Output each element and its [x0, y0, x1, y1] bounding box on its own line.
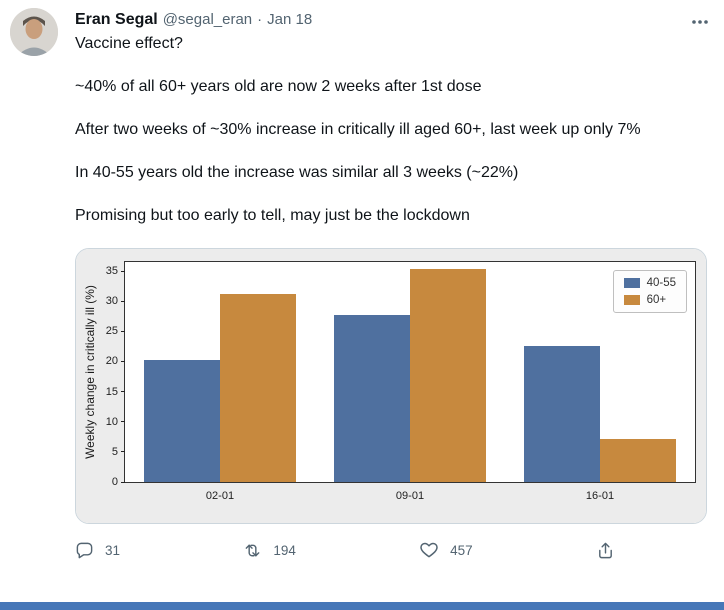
legend-entry: 60+ [623, 294, 676, 306]
tweet-date[interactable]: Jan 18 [267, 11, 313, 28]
retweet-icon [245, 544, 260, 556]
reply-count: 31 [105, 542, 121, 558]
bar-40-55 [524, 345, 600, 482]
y-tick-label: 35 [79, 266, 125, 277]
x-tick-label: 16-01 [585, 490, 615, 502]
chart-card[interactable]: Weekly change in critically ill (%) 40-5… [75, 248, 707, 524]
author-handle[interactable]: @segal_eran [162, 11, 253, 28]
reply-button[interactable]: 31 [75, 540, 120, 560]
x-tick-label: 09-01 [395, 490, 425, 502]
like-button[interactable]: 457 [419, 540, 473, 560]
legend-entry: 40-55 [623, 277, 676, 289]
action-bar: 31 194 457 [75, 540, 615, 560]
heart-icon [420, 542, 438, 558]
tweet-paragraph: After two weeks of ~30% increase in crit… [75, 121, 641, 138]
bar-group [505, 262, 695, 482]
share-button[interactable] [596, 540, 615, 560]
y-axis-label: Weekly change in critically ill (%) [83, 285, 97, 459]
tweet-paragraph: Vaccine effect? [75, 35, 183, 52]
share-icon [599, 542, 612, 558]
y-tick-label: 15 [79, 386, 125, 397]
separator-dot: · [257, 11, 263, 28]
y-tick-label: 25 [79, 326, 125, 337]
x-tick-label: 02-01 [205, 490, 235, 502]
y-tick-label: 0 [79, 477, 125, 488]
bottom-blue-bar [0, 602, 724, 610]
tweet-header: Eran Segal @segal_eran · Jan 18 [75, 10, 708, 30]
bars-container [125, 262, 695, 482]
like-count: 457 [450, 542, 473, 558]
legend-swatch [623, 295, 640, 305]
bar-40-55 [334, 315, 410, 482]
more-icon [692, 20, 708, 24]
avatar-image [10, 8, 58, 56]
tweet-text: Vaccine effect? ~40% of all 60+ years ol… [75, 33, 708, 226]
author-name[interactable]: Eran Segal [75, 11, 158, 28]
avatar[interactable] [10, 8, 58, 56]
retweet-count: 194 [273, 542, 296, 558]
plot-area: 40-55 60+ 0 5 10 15 20 25 30 35 02-01 09-01 16-01 [106, 261, 696, 502]
y-tick-label: 10 [79, 416, 125, 427]
bar-group [125, 262, 315, 482]
bar-60+ [220, 293, 296, 482]
tweet-paragraph: In 40-55 years old the increase was simi… [75, 164, 519, 181]
bar-40-55 [144, 360, 220, 482]
legend-swatch [623, 278, 640, 288]
y-tick-label: 20 [79, 356, 125, 367]
y-tick-label: 30 [79, 296, 125, 307]
retweet-button[interactable]: 194 [243, 540, 296, 560]
tweet-paragraph: ~40% of all 60+ years old are now 2 week… [75, 78, 482, 95]
chart-figure: Weekly change in critically ill (%) 40-5… [76, 249, 706, 523]
bar-group [315, 262, 505, 482]
more-options-button[interactable] [688, 10, 712, 39]
bar-60+ [410, 268, 486, 482]
bar-60+ [600, 439, 676, 482]
tweet-paragraph: Promising but too early to tell, may jus… [75, 207, 470, 224]
chart-legend: 40-55 60+ [612, 270, 687, 313]
y-tick-label: 5 [79, 446, 125, 457]
reply-icon [76, 542, 93, 558]
